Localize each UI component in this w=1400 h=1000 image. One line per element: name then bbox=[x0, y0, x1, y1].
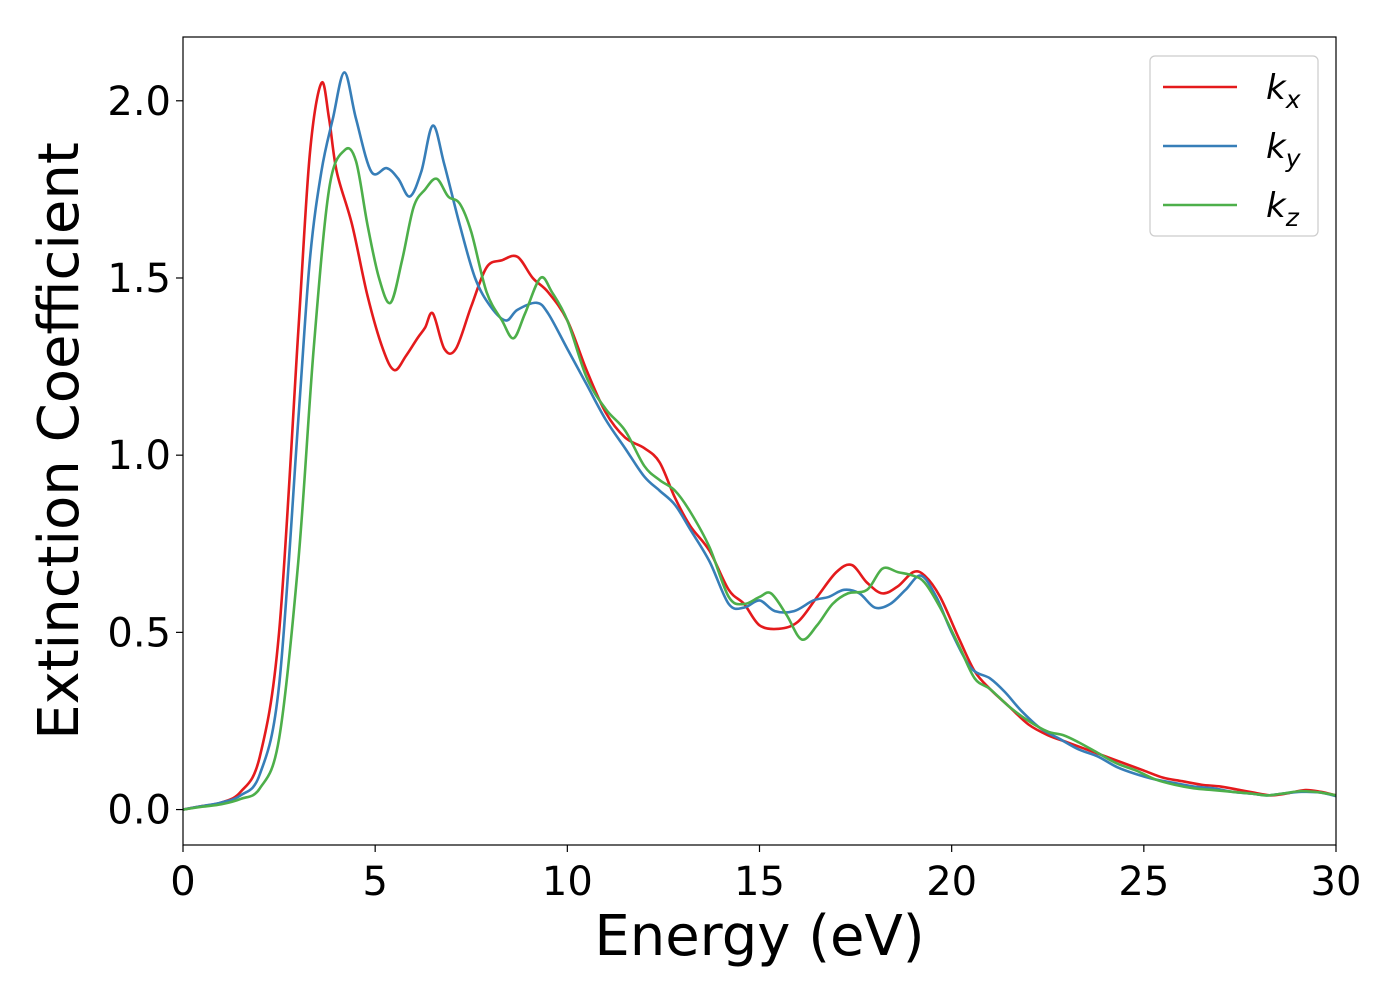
x-tick-label: 30 bbox=[1311, 859, 1362, 905]
ticks-layer: 0 5 10 15 20 25 30 0.0 0.5 1.0 1.5 2.0 bbox=[107, 79, 1361, 905]
x-tick-label: 5 bbox=[362, 859, 387, 905]
x-tick-label: 25 bbox=[1118, 859, 1169, 905]
y-axis-label: Extinction Coefficient bbox=[27, 142, 92, 740]
y-tick-label: 1.5 bbox=[107, 256, 171, 302]
series-line-kz bbox=[182, 147, 1337, 811]
series-line-ky bbox=[182, 71, 1337, 811]
x-tick-label: 0 bbox=[170, 859, 195, 905]
y-tick-label: 1.0 bbox=[107, 433, 171, 479]
series-line-kx bbox=[182, 80, 1337, 811]
legend-label-kz: kz bbox=[1266, 186, 1300, 232]
series-layer bbox=[182, 71, 1337, 811]
x-axis-label: Energy (eV) bbox=[594, 904, 924, 969]
x-tick-label: 10 bbox=[542, 859, 593, 905]
y-tick-label: 0.0 bbox=[107, 788, 171, 834]
x-tick-label: 20 bbox=[926, 859, 977, 905]
legend: kx ky kz bbox=[1149, 55, 1319, 237]
legend-label-ky: ky bbox=[1266, 127, 1302, 173]
x-tick-label: 15 bbox=[734, 859, 785, 905]
legend-label-kx: kx bbox=[1266, 68, 1301, 114]
y-tick-label: 0.5 bbox=[107, 610, 171, 656]
y-tick-label: 2.0 bbox=[107, 79, 171, 125]
